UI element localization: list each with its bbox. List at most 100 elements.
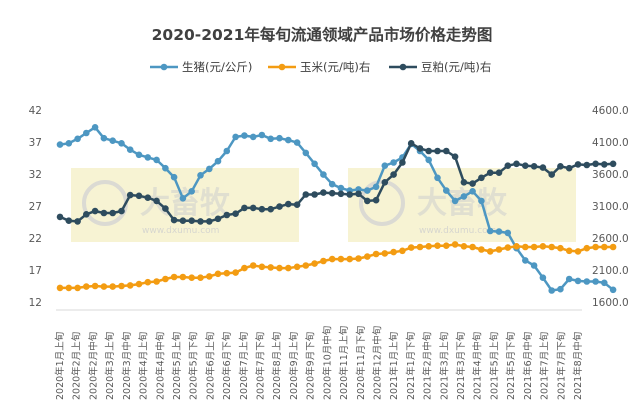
series-0-point: [478, 197, 485, 205]
series-1-point: [285, 264, 292, 272]
series-0-point: [258, 131, 266, 139]
series-2-point: [328, 189, 336, 197]
series-0-point: [495, 228, 503, 235]
x-tick-label: 2020年11月下旬: [355, 326, 367, 400]
x-tick-label: 2020年4月中旬: [154, 332, 166, 400]
x-tick-label: 2020年3月中旬: [121, 332, 133, 400]
series-1-point: [530, 243, 538, 251]
series-2-point: [504, 162, 512, 169]
y-left-tick-label: 17: [29, 265, 42, 277]
series-0-point: [548, 287, 555, 294]
x-tick-label: 2020年2月中旬: [87, 332, 99, 400]
series-1-point: [522, 243, 529, 251]
series-2-point: [126, 191, 134, 199]
series-0-point: [83, 129, 90, 137]
series-2-point: [293, 201, 301, 208]
x-tick-label: 2020年9月上旬: [288, 332, 300, 400]
series-2-point: [267, 205, 275, 213]
series-0-point: [574, 277, 582, 285]
x-tick-label: 2021年4月中旬: [472, 332, 484, 400]
y-left-tick-label: 27: [29, 201, 42, 213]
series-2-point: [557, 163, 564, 170]
series-2-point: [337, 190, 345, 198]
series-0-point: [65, 140, 73, 147]
series-2-point: [56, 213, 64, 221]
series-1-point: [416, 243, 424, 251]
legend-label-1: 玉米(元/吨)右: [300, 60, 370, 74]
series-0-point: [223, 147, 231, 155]
series-2-point: [320, 189, 327, 196]
series-0-point: [320, 171, 327, 178]
series-0-point: [364, 187, 371, 194]
series-2-point: [407, 140, 415, 147]
series-1-point: [364, 253, 371, 260]
series-0-point: [91, 124, 99, 131]
series-1-point: [214, 270, 222, 278]
x-tick-label: 2020年10月中旬: [321, 326, 333, 400]
series-2-point: [513, 160, 520, 168]
series-1-point: [451, 241, 459, 248]
series-1-point: [311, 260, 318, 267]
series-2-point: [100, 209, 108, 217]
series-1-point: [548, 243, 555, 251]
series-2-point: [91, 207, 99, 215]
series-1-point: [109, 283, 116, 290]
series-2-point: [346, 191, 354, 198]
series-2-point: [162, 205, 169, 212]
y-left-tick-label: 12: [29, 297, 42, 309]
y-axis-right: 1600.0 2100.0 2600.0 3100.0 3600.0 4100.0 4600…: [592, 105, 629, 309]
series-1-point: [258, 263, 266, 271]
series-2-point: [206, 218, 213, 225]
chart-title: 2020-2021年每旬流通领域产品市场价格走势图: [152, 25, 493, 44]
series-2-point: [443, 147, 450, 155]
series-1-point: [188, 274, 195, 282]
series-1-point: [65, 284, 73, 292]
x-axis: 2020年1月上旬 2020年2月上旬 2020年2月中旬 2020年3月上旬 2020…: [54, 309, 584, 400]
series-2-point: [197, 218, 204, 225]
x-tick-label: 2020年5月上旬: [171, 332, 183, 400]
series-1-point: [469, 243, 476, 251]
x-tick-label: 2021年5月下旬: [505, 332, 517, 400]
series-0-point: [188, 188, 195, 195]
series-0-point: [118, 140, 125, 147]
x-tick-label: 2020年7月下旬: [255, 332, 267, 400]
y-right-tick-label: 2600.0: [592, 233, 629, 245]
series-1-point: [162, 275, 169, 283]
series-2-point: [311, 191, 318, 198]
series-0-point: [293, 139, 301, 146]
series-0-point: [214, 157, 222, 165]
series-0-point: [565, 275, 573, 283]
y-right-tick-label: 3100.0: [592, 201, 629, 213]
series-0-point: [56, 141, 64, 148]
series-2-point: [285, 200, 292, 208]
series-1-point: [609, 243, 617, 251]
series-1-point: [293, 263, 301, 271]
y-left-tick-label: 42: [29, 105, 42, 117]
x-tick-label: 2021年3月上旬: [438, 332, 450, 400]
series-1-point: [346, 255, 354, 263]
series-1-point: [249, 262, 257, 269]
series-2-point: [302, 191, 310, 198]
series-2-point: [522, 162, 529, 169]
series-1-point: [223, 269, 231, 277]
series-1-point: [135, 280, 143, 288]
series-line-2: [59, 142, 614, 223]
series-2-point: [434, 147, 441, 155]
series-0-point: [285, 136, 292, 144]
legend-marker-2: [399, 63, 407, 71]
series-0-point: [241, 132, 248, 139]
series-2-point: [565, 164, 573, 172]
series-0-point: [100, 134, 108, 142]
series-1-point: [206, 273, 213, 280]
x-tick-label: 2020年2月上旬: [71, 332, 83, 400]
y-right-tick-label: 4100.0: [592, 137, 629, 149]
series-2-point: [495, 169, 503, 176]
series-0-point: [311, 160, 318, 168]
y-right-tick-label: 2100.0: [592, 265, 629, 277]
x-tick-label: 2021年3月下旬: [455, 332, 467, 400]
series-2-point: [574, 161, 582, 168]
x-tick-label: 2021年6月中旬: [522, 332, 534, 400]
series-2-point: [416, 145, 424, 152]
series-2-point: [478, 174, 485, 182]
